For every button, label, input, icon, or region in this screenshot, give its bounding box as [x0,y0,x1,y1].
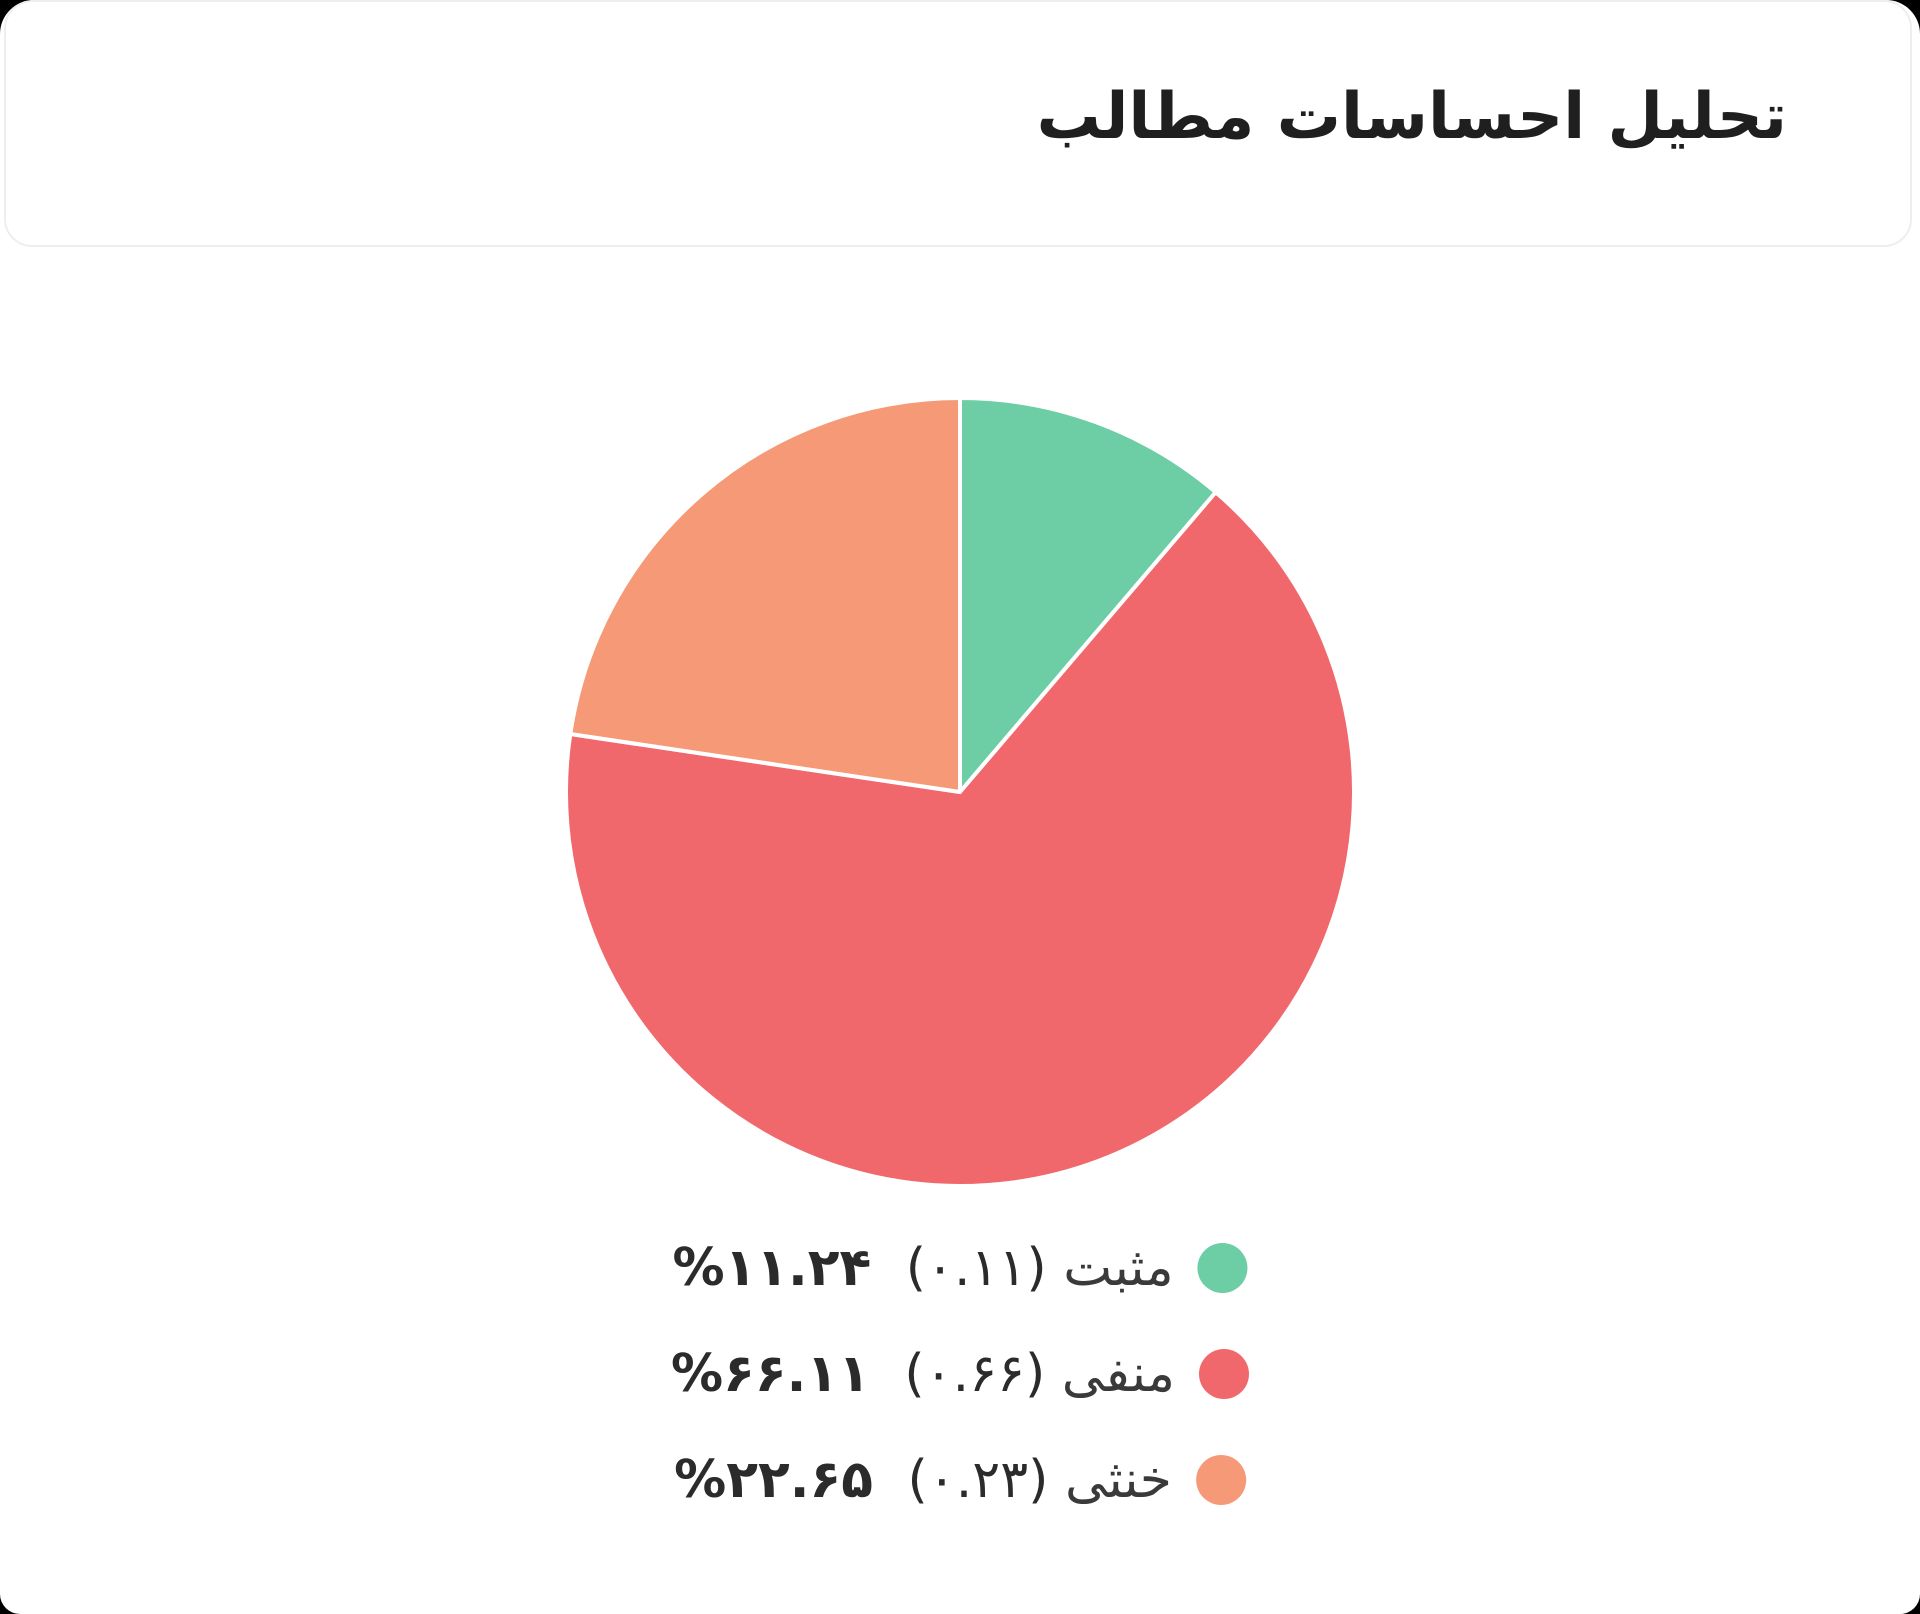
legend-label-negative: منفی [1061,1344,1176,1404]
legend-label-positive: مثبت [1063,1238,1174,1298]
legend-label-neutral: خنثی [1064,1450,1172,1510]
pie-slice-negative[interactable] [564,490,1356,1189]
pie-slice-positive[interactable] [958,396,1218,794]
legend-percent-neutral: ۲۲.۶۵% [674,1450,873,1510]
legend-swatch-positive [1197,1243,1248,1293]
legend-item-positive[interactable]: مثبت (۰.۱۱) ۱۱.۲۴% [672,1228,1248,1308]
legend-value-negative: (۰.۶۶) [904,1344,1046,1404]
pie-chart [564,396,1356,1189]
legend-item-neutral[interactable]: خنثی (۰.۲۳) ۲۲.۶۵% [674,1440,1246,1520]
legend-percent-negative: ۶۶.۱۱% [670,1344,870,1404]
card-title: تحلیل احساسات مطالب [1036,80,1787,154]
pie-slice-neutral[interactable] [568,396,962,794]
legend-value-positive: (۰.۱۱) [905,1238,1047,1298]
legend-swatch-neutral [1195,1455,1246,1505]
legend-item-negative[interactable]: منفی (۰.۶۶) ۶۶.۱۱% [670,1334,1250,1414]
legend-swatch-negative [1199,1349,1250,1399]
card-header: تحلیل احساسات مطالب [4,0,1912,247]
legend-value-neutral: (۰.۲۳) [907,1450,1049,1510]
legend-percent-positive: ۱۱.۲۴% [672,1238,872,1298]
